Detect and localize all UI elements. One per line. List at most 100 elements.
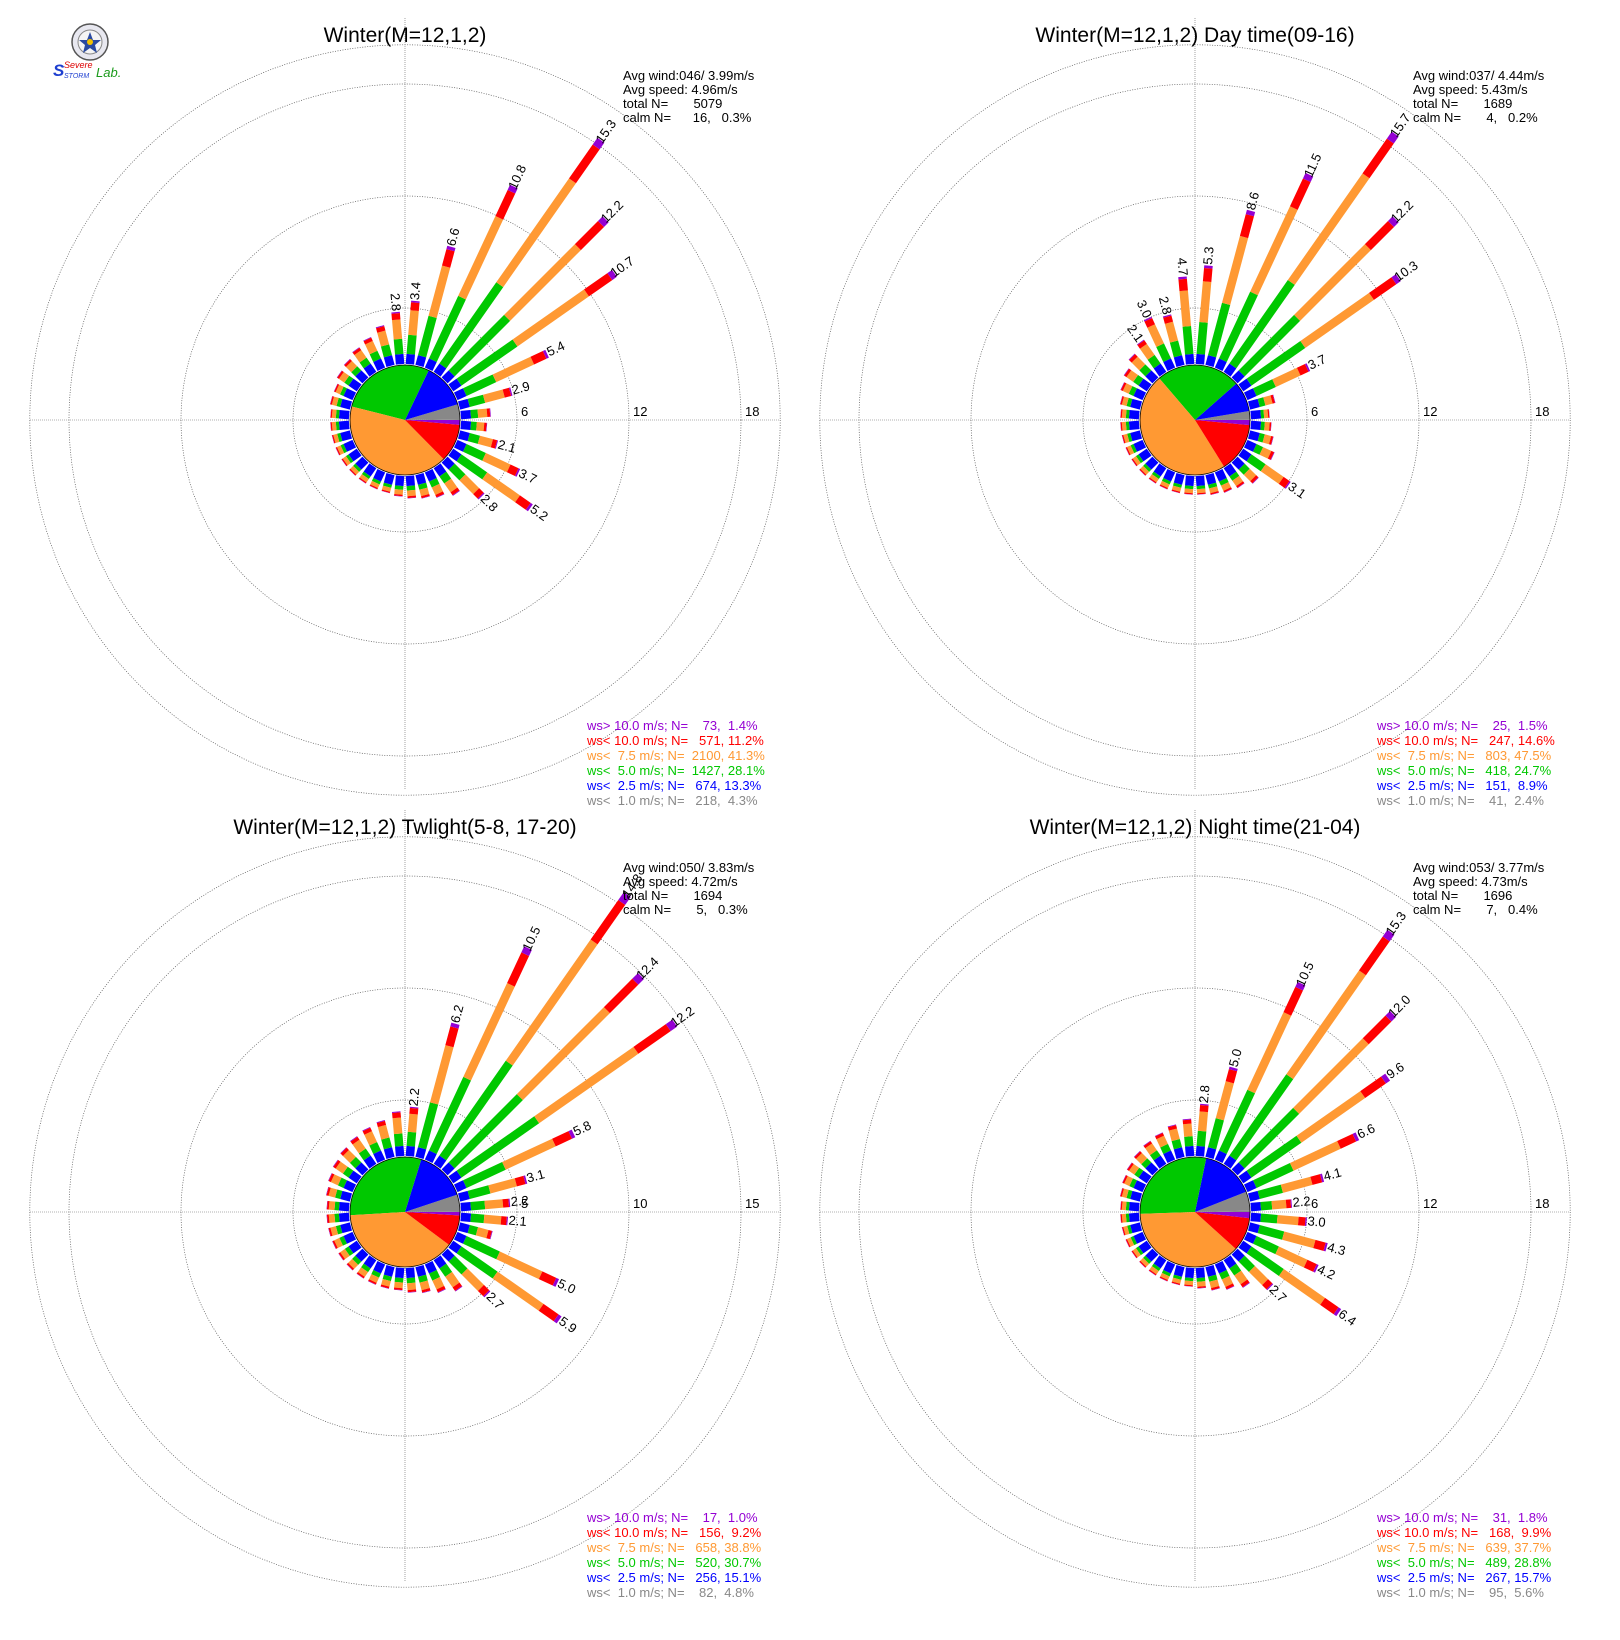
legend-entry-lt25: ws< 2.5 m/s; N= 267, 15.7% <box>1376 1570 1552 1585</box>
bar-segment-lt50 <box>417 1274 428 1283</box>
bar-value-label: 2.2 <box>406 1087 423 1106</box>
stats-line: total N= 1694 <box>623 888 722 903</box>
bar-segment-lt25 <box>1250 1202 1262 1212</box>
bar-segment-lt75 <box>407 1113 418 1133</box>
bar-segment-lt10 <box>1131 458 1138 467</box>
bar-segment-lt50 <box>1238 1107 1300 1169</box>
bar-segment-lt10 <box>1289 178 1311 210</box>
bar-segment-gt10 <box>1242 1282 1250 1288</box>
bar-segment-lt75 <box>432 1276 445 1290</box>
bar-segment-lt10 <box>326 1214 330 1224</box>
wind-bar-sector-250 <box>331 430 353 444</box>
bar-segment-gt10 <box>1131 1251 1137 1259</box>
bar-segment-lt25 <box>1238 1170 1252 1184</box>
bar-segment-lt25 <box>363 1155 377 1169</box>
bar-segment-lt75 <box>419 487 430 497</box>
bar-segment-lt75 <box>377 1124 390 1140</box>
bar-segment-gt10 <box>489 408 491 417</box>
bar-segment-lt25 <box>1214 468 1227 482</box>
wind-bar-sector-330 <box>363 336 386 372</box>
wind-bar-sector-160 <box>1205 1264 1220 1291</box>
legend-entry-lt10calm: ws< 1.0 m/s; N= 82, 4.8% <box>586 1585 754 1600</box>
bar-segment-lt75 <box>1139 343 1155 360</box>
bar-segment-lt75 <box>1259 447 1272 459</box>
bar-segment-lt50 <box>383 482 393 488</box>
bar-segment-lt50 <box>1229 1263 1242 1276</box>
bar-segment-lt25 <box>433 1155 447 1169</box>
bar-segment-lt25 <box>1138 448 1152 462</box>
legend-entry-lt75: ws< 7.5 m/s; N= 2100, 41.3% <box>586 748 765 763</box>
bar-segment-lt50 <box>429 1270 440 1281</box>
bar-segment-lt50 <box>1219 478 1229 486</box>
bar-segment-gt10 <box>328 1228 331 1237</box>
ring-tick-label: 18 <box>745 404 759 419</box>
bar-segment-lt25 <box>415 355 427 368</box>
bar-segment-lt50 <box>1143 1255 1152 1264</box>
severe-storm-lab-logo: S Severe STORM Lab. <box>50 22 150 86</box>
range-ring <box>970 987 1420 1437</box>
wind-bar-sector-110 <box>453 1231 560 1287</box>
bar-segment-lt25 <box>348 448 362 462</box>
bar-segment-lt50 <box>463 1236 500 1260</box>
bar-segment-lt10 <box>502 387 512 398</box>
bar-segment-lt25 <box>457 430 470 442</box>
bar-segment-lt10 <box>538 1271 557 1286</box>
bar-segment-lt50 <box>1238 314 1301 377</box>
bar-segment-gt10 <box>1304 1217 1307 1226</box>
bar-segment-lt10 <box>507 952 530 987</box>
bar-segment-lt75 <box>391 319 403 340</box>
bar-segment-gt10 <box>483 1290 491 1298</box>
svg-text:Severe: Severe <box>64 60 93 70</box>
wind-bar-sector-320 <box>1136 339 1167 377</box>
bar-segment-lt25 <box>1163 1150 1176 1164</box>
bar-segment-gt10 <box>1139 1261 1146 1268</box>
wind-bar-sector-170 <box>1195 475 1206 495</box>
bar-segment-gt10 <box>393 1289 403 1291</box>
bar-segment-gt10 <box>326 1214 328 1224</box>
bar-segment-gt10 <box>375 325 385 329</box>
bar-segment-lt10 <box>1137 340 1147 349</box>
bar-segment-lt75 <box>1126 370 1139 382</box>
bar-segment-gt10 <box>1159 485 1168 490</box>
bar-segment-lt75 <box>459 474 480 495</box>
bar-segment-gt10 <box>356 1273 364 1279</box>
bar-segment-lt25 <box>363 363 377 377</box>
bar-segment-gt10 <box>552 1277 560 1287</box>
legend-entry-lt75: ws< 7.5 m/s; N= 803, 47.5% <box>1376 748 1552 763</box>
bar-segment-gt10 <box>1302 172 1314 183</box>
bar-segment-lt10 <box>1278 476 1290 488</box>
legend-entry-lt25: ws< 2.5 m/s; N= 674, 13.3% <box>586 778 762 793</box>
bar-value-label: 2.9 <box>510 378 531 397</box>
stats-line: Avg speed: 5.43m/s <box>1413 82 1528 97</box>
bar-segment-lt50 <box>470 421 477 431</box>
bar-segment-lt25 <box>348 1170 362 1184</box>
bar-segment-lt75 <box>445 1271 460 1288</box>
bar-segment-lt75 <box>1164 321 1179 343</box>
stats-line: Avg wind:053/ 3.77m/s <box>1413 860 1545 875</box>
stats-line: Avg wind:037/ 4.44m/s <box>1413 68 1545 83</box>
bar-segment-lt25 <box>1195 353 1205 365</box>
bar-segment-gt10 <box>338 1253 344 1261</box>
bar-segment-lt75 <box>335 1161 348 1174</box>
bar-segment-lt25 <box>355 456 369 470</box>
bar-segment-lt10 <box>515 495 531 510</box>
bar-segment-gt10 <box>1162 314 1172 318</box>
pie-slice-lt10 <box>405 1212 460 1245</box>
pie-slice-lt25 <box>405 1159 458 1212</box>
bar-segment-lt10 <box>341 458 348 467</box>
bar-segment-lt75 <box>336 445 345 455</box>
bar-value-label: 3.1 <box>525 1166 546 1185</box>
bar-segment-lt75 <box>1135 1152 1148 1165</box>
bar-segment-lt50 <box>406 1131 417 1147</box>
bar-segment-lt25 <box>1185 1145 1195 1157</box>
bar-segment-lt75 <box>482 472 520 503</box>
bar-segment-lt10 <box>477 1284 490 1297</box>
bar-segment-lt10 <box>450 487 460 496</box>
stats-line: total N= 1689 <box>1413 96 1512 111</box>
bar-segment-lt75 <box>1145 1143 1157 1156</box>
wind-bar-sector-190 <box>1171 472 1185 494</box>
bar-segment-lt75 <box>476 422 485 432</box>
bar-segment-lt50 <box>334 1213 340 1223</box>
bar-segment-lt75 <box>484 1199 504 1210</box>
wind-rose-panel-daytime: 6 12 185.38.611.515.712.210.33.73.12.13.0 2… <box>819 18 1571 808</box>
